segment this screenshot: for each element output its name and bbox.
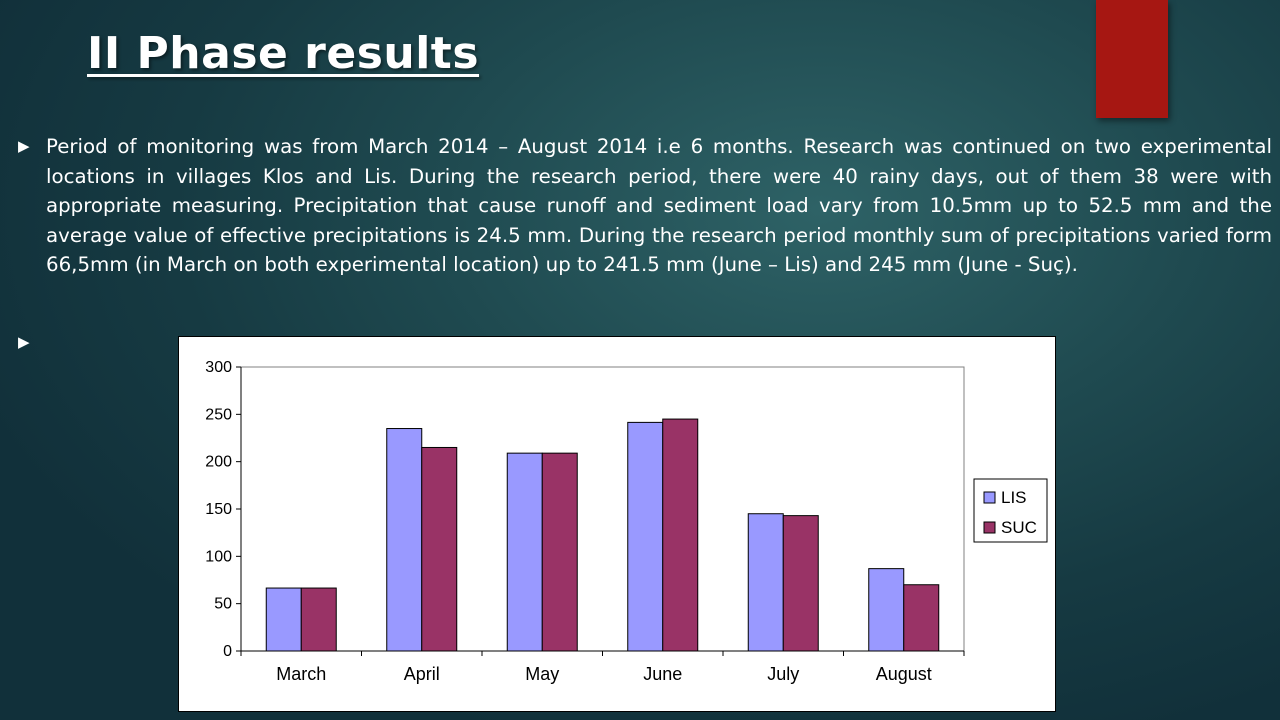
precipitation-bar-chart: 0 50 100 150 200 250 300 March April May June July A… <box>178 336 1056 712</box>
chart-svg: 0 50 100 150 200 250 300 March April May June July A… <box>205 359 1048 684</box>
y-tick-label: 200 <box>205 454 232 471</box>
bullet-text: Period of monitoring was from March 2014… <box>46 135 1272 277</box>
bar-suc <box>541 452 578 652</box>
y-tick-label: 250 <box>205 406 232 423</box>
bar-lis <box>627 421 664 652</box>
y-tick-label: 150 <box>205 501 232 518</box>
triangle-right-icon: ▶ <box>18 137 30 155</box>
plot-area <box>240 366 965 652</box>
bar-suc <box>421 446 458 652</box>
x-tick-label: May <box>525 664 559 684</box>
bar-suc <box>662 418 699 652</box>
y-tick-label: 50 <box>214 596 232 613</box>
bar-lis <box>506 452 543 652</box>
legend-label-lis: LIS <box>1001 488 1027 507</box>
bar-lis <box>747 513 784 652</box>
bar-lis <box>265 587 302 652</box>
x-tick-label: August <box>876 664 932 684</box>
y-tick-label: 0 <box>223 643 232 660</box>
bar-lis <box>386 428 423 652</box>
bar-lis <box>868 568 905 652</box>
bar-suc <box>903 584 940 652</box>
slide-title: II Phase results <box>87 28 480 79</box>
bar-suc <box>782 515 819 652</box>
triangle-right-icon: ▶ <box>18 333 30 351</box>
legend-swatch-suc <box>983 521 996 534</box>
legend-swatch-lis <box>983 491 996 504</box>
x-tick-label: June <box>643 664 682 684</box>
x-tick-label: April <box>404 664 440 684</box>
bar-suc <box>300 587 337 652</box>
y-tick-label: 100 <box>205 548 232 565</box>
x-tick-label: July <box>767 664 799 684</box>
y-tick-label: 300 <box>205 359 232 376</box>
bullet-item-empty: ▶ <box>18 328 1272 357</box>
legend-label-suc: SUC <box>1001 518 1037 537</box>
legend-box <box>973 478 1048 543</box>
bullet-item: ▶ Period of monitoring was from March 20… <box>18 132 1274 280</box>
x-tick-label: March <box>276 664 326 684</box>
red-accent-bar <box>1096 0 1168 118</box>
